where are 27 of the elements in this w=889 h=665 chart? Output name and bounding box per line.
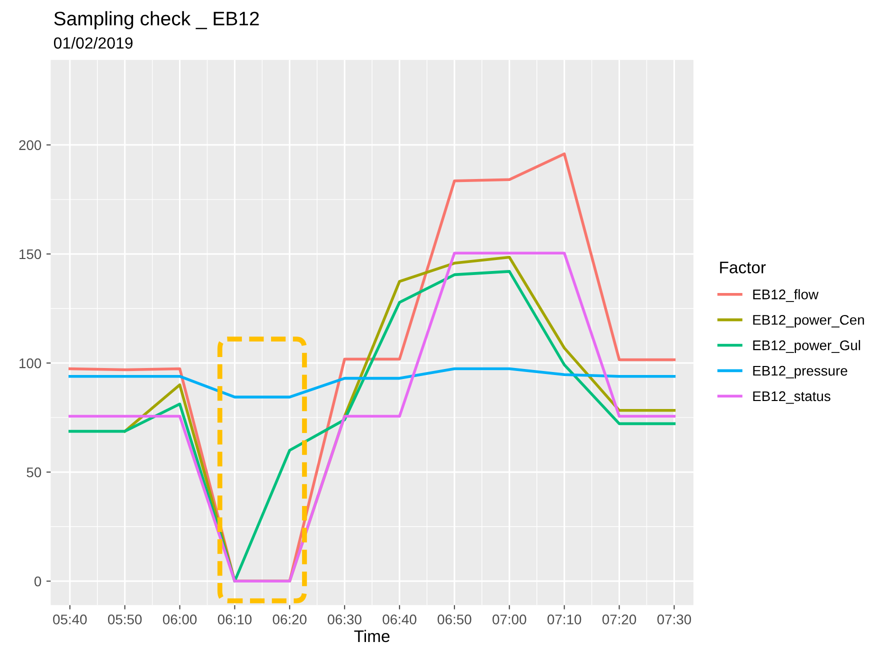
legend-label: EB12_pressure	[753, 366, 848, 378]
x-tick-label: 06:10	[218, 614, 252, 624]
y-tick-label: 200	[19, 140, 42, 150]
x-tick-label: 05:50	[108, 614, 142, 624]
chart-title: Sampling check _ EB12	[54, 11, 259, 30]
x-tick-label: 06:20	[272, 614, 306, 624]
legend-label: EB12_power_Gul	[753, 340, 860, 353]
x-tick-label: 07:10	[547, 614, 582, 624]
x-tick-label: 07:00	[492, 614, 526, 624]
chart-subtitle: 01/02/2019	[54, 36, 133, 49]
legend-label: EB12_power_Cen	[753, 314, 864, 328]
legend-title: Factor	[720, 262, 766, 274]
line-series	[68, 367, 676, 398]
x-tick-label: 07:20	[602, 614, 636, 624]
y-tick-label: 0	[34, 576, 42, 586]
y-tick-label: 150	[20, 249, 42, 260]
y-tick-label: 100	[20, 358, 42, 368]
legend-label: EB12_status	[753, 391, 830, 404]
y-tick-label: 50	[26, 467, 42, 478]
x-tick-label: 07:30	[657, 614, 692, 624]
x-tick-label: 06:00	[162, 614, 197, 624]
x-tick-label: 06:40	[382, 614, 416, 624]
legend-label: EB12_flow	[753, 289, 819, 302]
x-tick-label: 06:30	[328, 614, 362, 624]
x-tick-label: 06:50	[438, 614, 472, 624]
x-axis-title: Time	[354, 630, 390, 642]
x-tick-label: 05:40	[53, 614, 87, 624]
